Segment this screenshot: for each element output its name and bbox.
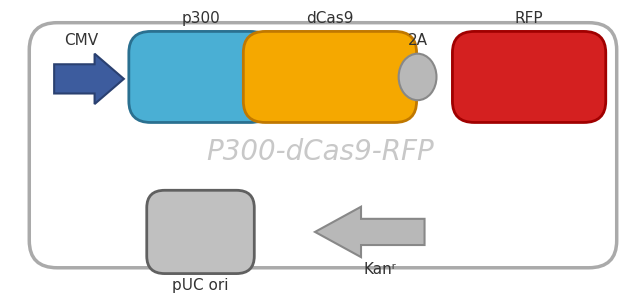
Text: CMV: CMV: [64, 33, 98, 48]
Ellipse shape: [399, 54, 436, 100]
Text: P300-dCas9-RFP: P300-dCas9-RFP: [206, 138, 434, 165]
FancyBboxPatch shape: [147, 190, 254, 274]
Text: Kanʳ: Kanʳ: [364, 262, 396, 277]
Text: 2A: 2A: [408, 33, 428, 48]
FancyBboxPatch shape: [243, 31, 417, 122]
FancyBboxPatch shape: [452, 31, 605, 122]
Text: pUC ori: pUC ori: [172, 278, 228, 293]
FancyBboxPatch shape: [129, 31, 272, 122]
Polygon shape: [54, 54, 124, 104]
Polygon shape: [315, 207, 424, 257]
Text: dCas9: dCas9: [306, 11, 354, 26]
Text: RFP: RFP: [515, 11, 543, 26]
Text: p300: p300: [181, 11, 220, 26]
